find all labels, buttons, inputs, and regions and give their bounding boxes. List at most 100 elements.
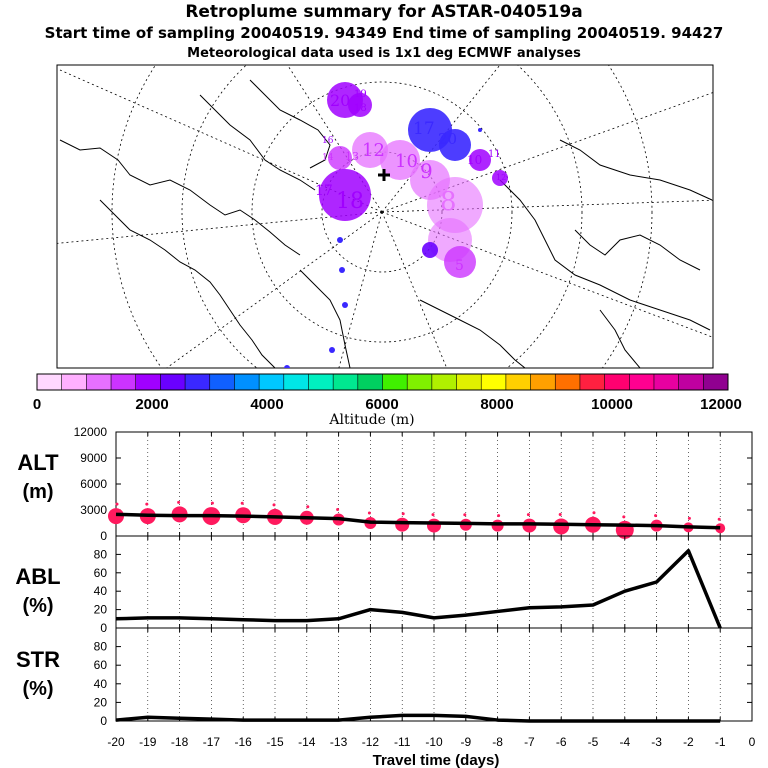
altitude-bubble-spread: [558, 512, 562, 516]
y-tick-label: 0: [100, 714, 107, 728]
x-tick-label: -10: [425, 735, 443, 749]
x-tick-label: -12: [362, 735, 380, 749]
panel-unit: (%): [22, 595, 53, 617]
coastline: [249, 79, 331, 169]
altitude-bubble-spread: [336, 508, 340, 512]
colorbar-swatch: [407, 374, 433, 390]
colorbar-tick: 6000: [365, 396, 398, 413]
plume-cluster: [284, 365, 290, 368]
colorbar-swatch: [629, 374, 655, 390]
y-tick-label: 0: [100, 621, 107, 635]
series-line-alt: [115, 512, 721, 530]
altitude-bubble: [715, 523, 726, 534]
coastline: [99, 199, 276, 368]
plume-age-label: 17: [413, 119, 435, 139]
plume-age-label: 8: [440, 187, 457, 217]
plume-age-label: 18: [336, 189, 364, 214]
altitude-bubble-spread: [177, 500, 181, 504]
plume-cluster: [329, 347, 335, 353]
plume-cluster: [352, 132, 388, 168]
plume-clusters: [284, 82, 508, 368]
plume-age-label: 16: [322, 136, 334, 146]
colorbar-swatch: [283, 374, 309, 390]
y-tick-label: 60: [94, 566, 108, 580]
colorbar-swatch: [530, 374, 556, 390]
colorbar-swatch: [37, 374, 63, 390]
altitude-bubble-spread: [687, 516, 691, 520]
plume-cluster: [422, 242, 438, 258]
y-tick-label: 40: [94, 677, 108, 691]
panel-frame: [115, 627, 753, 722]
plume-cluster: [339, 267, 345, 273]
colorbar-tick-labels: 0 2000 4000 6000 8000 10000 12000: [33, 396, 742, 413]
x-tick-label: -4: [619, 735, 630, 749]
plume-age-label: 10: [467, 153, 482, 167]
y-tick-label: 9000: [80, 451, 107, 465]
series-line-str: [115, 713, 721, 723]
map-frame: [56, 64, 714, 369]
panel-label: STR: [16, 647, 60, 672]
panel-label: ALT: [17, 450, 59, 475]
colorbar-swatch: [678, 374, 704, 390]
colorbar-swatch: [333, 374, 359, 390]
colorbar-swatch: [431, 374, 458, 390]
altitude-bubble-spread: [526, 513, 530, 517]
plume-age-label: 12: [362, 140, 385, 161]
colorbar-swatch: [481, 374, 507, 390]
colorbar-swatch: [555, 374, 581, 390]
y-tick-label: 6000: [80, 477, 107, 491]
panel-abl: 0 20 40 60 80 ABL (%): [15, 535, 753, 635]
coastline: [59, 139, 301, 256]
colorbar-tick: 4000: [250, 396, 283, 413]
plume-cluster: [319, 169, 371, 221]
polar-map: 20 19 18 17 20 16 14 13 12 10 9 11 10 12…: [56, 64, 714, 369]
x-tick-label: -2: [683, 735, 694, 749]
release-point-marker: [378, 169, 390, 181]
plume-cluster: [380, 140, 420, 180]
altitude-bubble-spread: [401, 512, 405, 516]
colorbar-swatch: [135, 374, 161, 390]
x-tick-label: -17: [203, 735, 221, 749]
y-tick-label: 3000: [80, 503, 107, 517]
x-tick-label: -8: [492, 735, 503, 749]
altitude-bubble-spread: [240, 501, 244, 505]
colorbar-swatch: [185, 374, 211, 390]
plume-cluster: [439, 129, 471, 161]
panel-alt: 0 3000 6000 9000 12000 ALT (m): [17, 425, 753, 543]
colorbar-swatch: [61, 374, 87, 390]
altitude-bubble-spread: [654, 514, 658, 518]
y-tick-label: 80: [94, 547, 108, 561]
colorbar-swatch: [505, 374, 532, 390]
x-tick-label: -13: [330, 735, 348, 749]
y-tick-label: 12000: [74, 425, 108, 439]
altitude-bubble-spread: [497, 514, 501, 518]
plume-age-label: 20: [438, 130, 457, 148]
colorbar-tick: 8000: [480, 396, 513, 413]
meteorological-data-line: Meteorological data used is 1x1 deg ECMW…: [187, 46, 581, 61]
y-tick-label: 80: [94, 640, 108, 654]
latitude-circle-50: [111, 65, 653, 368]
plume-age-label: 17: [315, 183, 333, 199]
y-tick-label: 0: [100, 529, 107, 543]
chart-title: Retroplume summary for ASTAR-040519a: [185, 2, 583, 22]
colorbar-swatch: [111, 374, 137, 390]
panel-unit: (%): [22, 678, 53, 700]
altitude-bubble: [427, 518, 441, 533]
colorbar-tick: 12000: [700, 396, 742, 413]
x-tick-label: -20: [107, 735, 125, 749]
plume-age-label: 18: [354, 103, 367, 114]
altitude-bubble-spread: [115, 502, 119, 506]
plume-age-label: 5: [455, 258, 464, 274]
colorbar-swatch: [259, 374, 285, 390]
plume-cluster: [348, 93, 372, 117]
plume-cluster: [444, 246, 476, 278]
plume-age-label: 19: [354, 89, 367, 100]
x-tick-label: 0: [749, 735, 756, 749]
colorbar-swatch: [653, 374, 680, 390]
meridian: [57, 211, 383, 244]
plume-cluster: [469, 149, 491, 171]
colorbar-swatch: [382, 374, 408, 390]
x-tick-label: -18: [171, 735, 189, 749]
plume-age-label: 12: [496, 173, 506, 182]
